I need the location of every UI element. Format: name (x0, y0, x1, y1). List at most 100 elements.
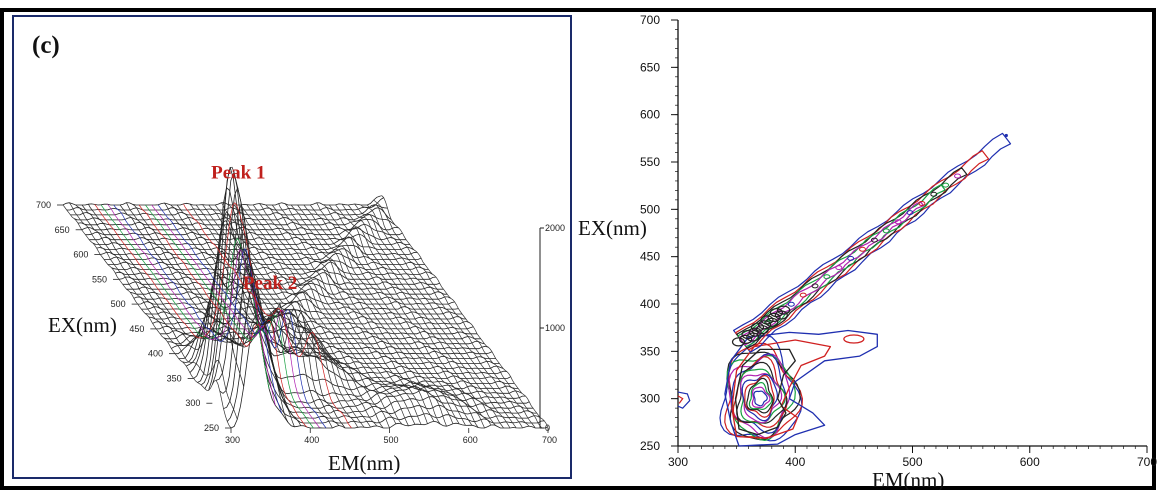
surface-z-axis: 0 1000 2000 (539, 223, 565, 433)
contour-x-tick-label: 500 (903, 455, 923, 469)
surface-em-line (195, 204, 365, 428)
contour-ridge-band (738, 201, 925, 346)
contour-ridge-dot (930, 191, 938, 197)
contour-level-loop (741, 373, 779, 422)
contour-level-loop (736, 361, 788, 424)
surface-em-line (138, 204, 308, 428)
contour-y-tick-label: 400 (640, 297, 660, 311)
surface-x-tick-label: 400 (304, 435, 319, 445)
contour-cluster-loop (739, 334, 753, 344)
surface-x-tick-label: 300 (225, 435, 240, 445)
contour-x-tick-label: 400 (785, 455, 805, 469)
contour-y-tick-label: 550 (640, 155, 660, 169)
surface-em-line (240, 204, 409, 426)
contour-y-tick-label: 250 (640, 439, 660, 453)
surface-y-axis-label: EX(nm) (48, 313, 117, 337)
contour-panel: 250 300 350 400 450 500 550 600 650 700 300 400 500 6… (578, 13, 1157, 490)
surface-em-line (208, 204, 378, 427)
surface-em-line (284, 203, 454, 424)
surface-ticks: 300 400 500 600 700 250 300 350 400 450 500 550 600 6… (36, 200, 557, 445)
surface-em-line (88, 166, 257, 337)
contour-ridge-dot (847, 255, 855, 261)
surface-em-line (354, 203, 523, 429)
surface-y-tick-label: 600 (73, 250, 88, 260)
surface-em-line (246, 204, 416, 425)
surface-y-tick-label: 450 (129, 324, 144, 334)
surface-y-tick-label: 500 (111, 299, 126, 309)
peak-1-label: Peak 1 (211, 163, 265, 184)
surface-mesh (62, 166, 549, 429)
contour-ridge-dot (954, 173, 961, 179)
surface-em-line (278, 203, 447, 427)
surface-em-line (329, 204, 498, 427)
contour-axes: 250 300 350 400 450 500 550 600 650 700 300 400 500 6… (640, 13, 1157, 469)
contour-level-loop (746, 377, 774, 414)
surface-panel: (c) 300 400 500 600 700 250 300 350 400 450 500 550… (12, 15, 572, 479)
surface-em-line (75, 204, 245, 387)
surface-em-line (132, 204, 302, 426)
surface-y-tick-label: 250 (204, 423, 219, 433)
surface-z-tick-label: 2000 (545, 223, 565, 233)
surface-y-tick-label: 550 (92, 274, 107, 284)
panel-label: (c) (32, 32, 60, 59)
surface-x-tick-label: 600 (463, 435, 478, 445)
contour-cluster-loop (767, 312, 781, 322)
peak-2-label: Peak 2 (243, 273, 297, 294)
contour-ridge-dot (835, 265, 843, 271)
surface-em-line (189, 203, 359, 428)
contour-x-tick-label: 600 (1020, 455, 1040, 469)
surface-em-line (145, 204, 314, 429)
contour-lines (677, 132, 1012, 447)
surface-em-line (367, 204, 536, 429)
surface-z-tick-label: 0 (545, 423, 550, 433)
contour-ridge-dot (811, 283, 819, 289)
contour-level-loop (744, 374, 775, 418)
surface-em-line (303, 204, 473, 426)
surface-em-line (271, 204, 441, 425)
contour-envelope (731, 339, 832, 440)
surface-em-line (164, 202, 333, 429)
surface-em-line (94, 202, 264, 352)
contour-x-tick-label: 700 (1137, 455, 1157, 469)
contour-cluster-loop (731, 337, 746, 347)
contour-ridge-dot (859, 246, 866, 252)
contour-cluster-loop (755, 325, 769, 335)
surface-x-tick-label: 700 (542, 435, 557, 445)
surface-em-line (373, 199, 542, 429)
contour-y-tick-label: 650 (640, 60, 660, 74)
surface-y-tick-label: 650 (55, 225, 70, 235)
contour-edge-loop (677, 395, 684, 404)
surface-em-line (341, 203, 511, 429)
contour-level-loop (751, 386, 771, 409)
contour-ridge-dot (882, 228, 890, 234)
surface-panel-border (12, 15, 572, 479)
surface-em-line (310, 204, 479, 428)
surface-em-line (113, 204, 283, 414)
contour-ridge-dot (823, 274, 831, 280)
surface-em-line (119, 204, 289, 423)
contour-y-tick-label: 600 (640, 108, 660, 122)
contour-level-loop (748, 381, 773, 411)
surface-em-line (170, 204, 340, 426)
surface-em-line (69, 202, 238, 420)
contour-y-tick-label: 500 (640, 202, 660, 216)
contour-ridge-dot (787, 301, 795, 307)
surface-em-line (176, 204, 346, 429)
surface-y-tick-label: 350 (167, 373, 182, 383)
surface-em-line (227, 204, 397, 424)
contour-cluster-loop (769, 308, 784, 318)
surface-em-line (360, 204, 530, 427)
surface-em-line (290, 204, 460, 425)
surface-em-line (157, 204, 327, 429)
contour-edge-loop (677, 391, 691, 409)
contour-level-loop (730, 353, 788, 434)
contour-ridge-band (733, 132, 1012, 353)
contour-cluster-loop (750, 322, 765, 332)
contour-ridge-dot (870, 237, 878, 243)
surface-y-tick-label: 300 (185, 398, 200, 408)
contour-y-axis-label: EX(nm) (578, 216, 647, 240)
surface-em-line (322, 204, 492, 426)
contour-y-tick-label: 700 (640, 13, 660, 27)
surface-em-line (202, 204, 371, 428)
